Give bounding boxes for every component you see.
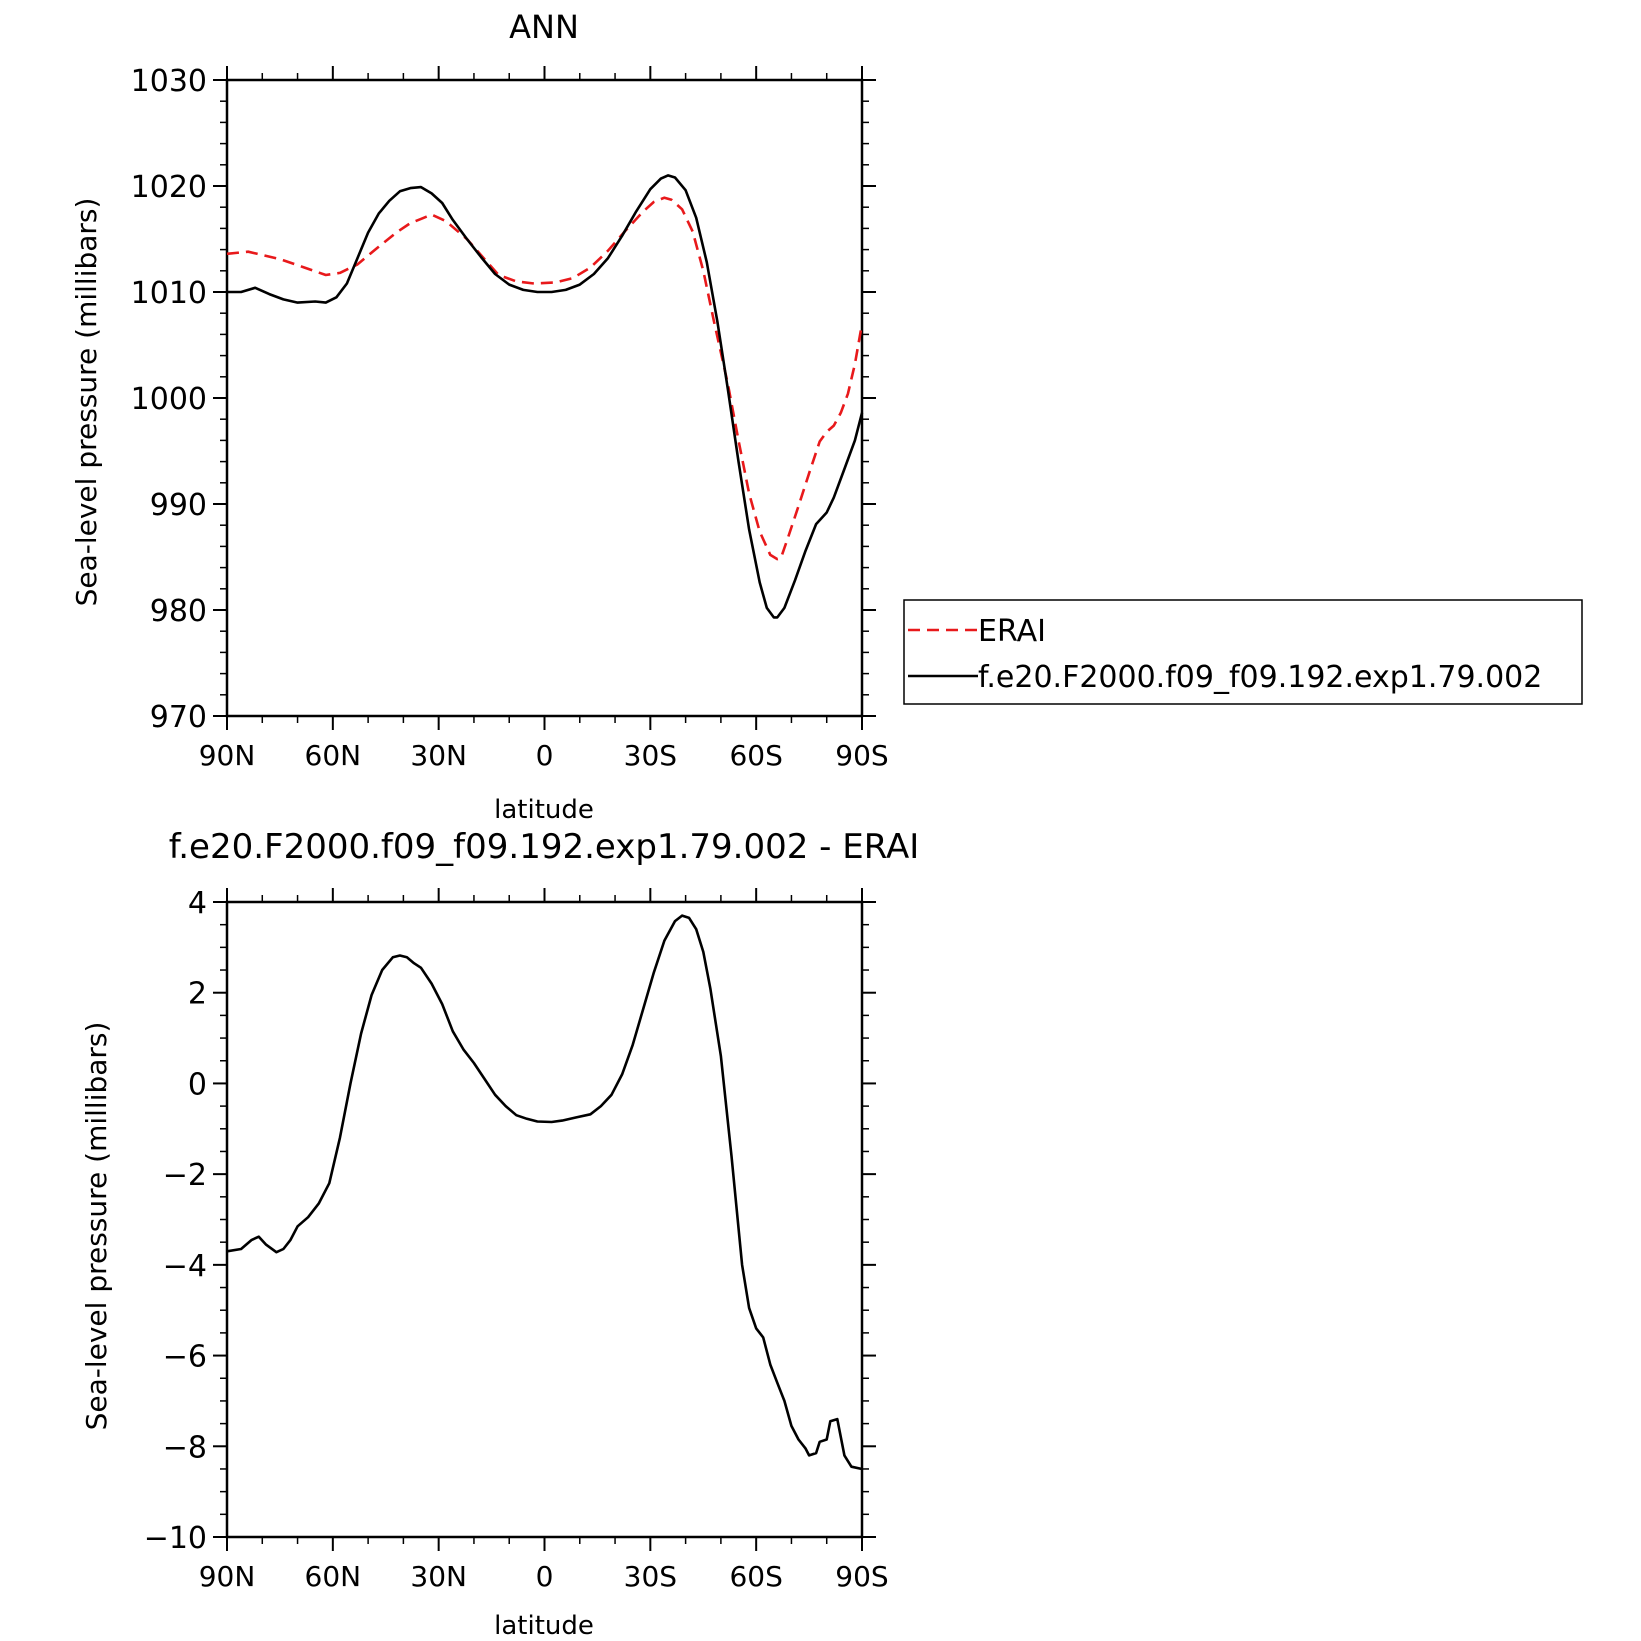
legend-label-model: f.e20.F2000.f09_f09.192.exp1.79.002 (978, 660, 1542, 695)
plot-frame (225, 78, 864, 718)
plot-area: 90N 60N 30N 0 30S 60S 90S 970 980 990 1000 1010 1020… (131, 64, 889, 772)
y-tick-label: 980 (150, 594, 207, 629)
x-tick-label: 30S (624, 739, 677, 772)
x-tick-label: 90N (199, 1560, 256, 1593)
y-tick-label: 1010 (131, 276, 207, 311)
y-tick-label: 1020 (131, 170, 207, 205)
y-tick-label: 0 (188, 1067, 207, 1102)
y-tick-label: 990 (150, 488, 207, 523)
top-panel: ANN 90N 60N 30N 0 30S 60S 90S 970 980 990 1000 1010… (70, 8, 1583, 825)
y-tick-label: −6 (163, 1340, 207, 1375)
plot-frame (225, 900, 864, 1539)
y-tick-label: 4 (188, 886, 207, 921)
y-tick-label: −4 (163, 1249, 207, 1284)
chart-title: ANN (509, 8, 579, 46)
series-line-difference (226, 914, 863, 1471)
x-tick-label: 30S (624, 1560, 677, 1593)
x-tick-label: 60N (305, 739, 362, 772)
y-axis-label: Sea-level pressure (millibars) (80, 1022, 113, 1431)
series-line-f-e20-f2000-f09-f09-192-exp1-79-002 (227, 174, 864, 619)
x-tick-label: 30N (410, 1560, 467, 1593)
x-tick-label: 60N (305, 1560, 362, 1593)
legend-label-erai: ERAI (978, 614, 1046, 649)
y-tick-label: −8 (163, 1430, 207, 1465)
y-tick-label: 1000 (131, 382, 207, 417)
plot-area: 90N 60N 30N 0 30S 60S 90S −10 −8 −6 −4 −2 0 2 4 (144, 886, 889, 1593)
x-tick-label: 90N (199, 739, 256, 772)
x-axis-label: latitude (494, 1611, 594, 1641)
y-tick-label: 2 (188, 977, 207, 1012)
x-axis-label: latitude (494, 795, 594, 825)
y-tick-label: −10 (144, 1521, 207, 1556)
y-tick-label: −2 (163, 1158, 207, 1193)
x-tick-label: 0 (536, 1560, 554, 1593)
x-tick-label: 30N (410, 739, 467, 772)
x-tick-label: 60S (729, 1560, 782, 1593)
x-tick-label: 90S (835, 739, 888, 772)
series-line-erai (226, 196, 864, 561)
x-tick-label: 0 (536, 739, 554, 772)
x-tick-label: 60S (729, 739, 782, 772)
x-tick-label: 90S (835, 1560, 888, 1593)
y-tick-label: 970 (150, 700, 207, 735)
legend-box (903, 599, 1583, 705)
y-axis-label: Sea-level pressure (millibars) (70, 198, 103, 607)
bottom-panel: f.e20.F2000.f09_f09.192.exp1.79.002 - ER… (80, 827, 919, 1641)
y-tick-label: 1030 (131, 64, 207, 99)
difference-chart-title: f.e20.F2000.f09_f09.192.exp1.79.002 - ER… (169, 827, 920, 867)
legend: ERAI f.e20.F2000.f09_f09.192.exp1.79.002 (903, 599, 1583, 705)
